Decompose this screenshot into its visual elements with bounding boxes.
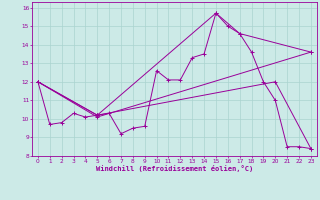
X-axis label: Windchill (Refroidissement éolien,°C): Windchill (Refroidissement éolien,°C) — [96, 165, 253, 172]
